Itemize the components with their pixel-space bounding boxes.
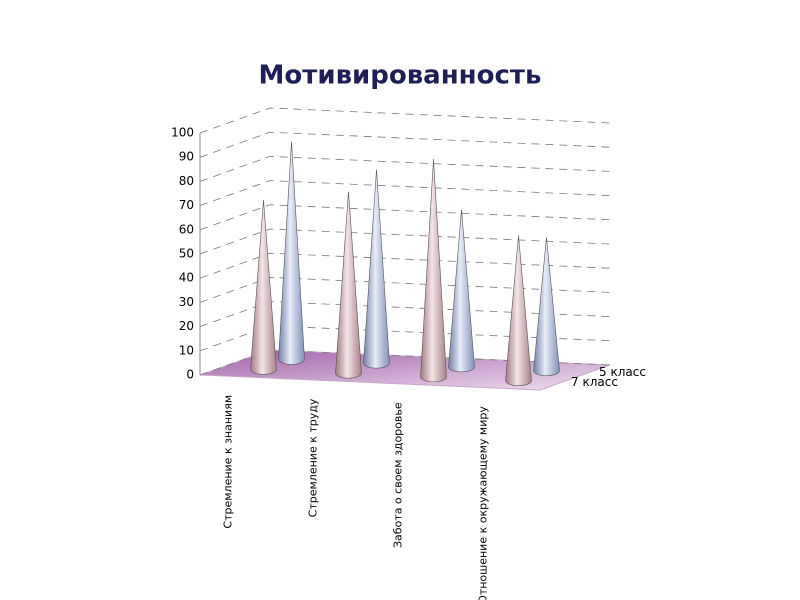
y-tick-label: 90 — [179, 150, 194, 164]
x-tick-label: Стремление к труду — [307, 398, 320, 517]
y-tick-label: 100 — [171, 126, 194, 140]
cone-body — [278, 141, 305, 365]
cone — [533, 237, 560, 376]
y-tick-label: 10 — [179, 343, 194, 357]
y-tick-label: 30 — [179, 295, 194, 309]
grid-line — [199, 131, 611, 158]
y-tick-label: 70 — [179, 198, 194, 212]
cone — [420, 159, 447, 383]
grid-line — [199, 252, 611, 279]
x-tick-label: Отношение к окружающему миру — [477, 406, 490, 600]
cone-body — [448, 209, 475, 373]
grid-line — [199, 107, 611, 134]
cone-body — [420, 159, 447, 383]
y-tick-label: 50 — [179, 247, 194, 261]
grid-line — [199, 276, 611, 303]
cone — [278, 141, 305, 365]
grid-line — [199, 180, 611, 206]
grid-line — [199, 204, 611, 231]
cone-body — [363, 169, 390, 369]
x-tick-label: Стремление к знаниям — [222, 395, 235, 529]
y-tick-label: 20 — [179, 319, 194, 333]
cone — [335, 191, 362, 379]
y-tick-label: 40 — [179, 271, 194, 285]
cone-body — [533, 237, 560, 376]
cone-body — [250, 199, 277, 375]
grid-line — [199, 228, 611, 255]
cone — [505, 235, 532, 386]
cone — [250, 199, 277, 375]
y-tick-label: 80 — [179, 174, 194, 188]
grid-line — [199, 155, 611, 182]
cone — [363, 169, 390, 369]
x-tick-label: Забота о своем здоровье — [392, 402, 405, 548]
cone — [448, 209, 475, 373]
cone-body — [335, 191, 362, 379]
chart-title: Мотивированность — [259, 61, 542, 91]
legend-label: 5 класс — [599, 365, 646, 379]
y-tick-label: 60 — [179, 222, 194, 236]
legend-label: 7 класс — [571, 375, 618, 389]
cone-body — [505, 235, 532, 386]
y-tick-label: 0 — [186, 368, 194, 382]
